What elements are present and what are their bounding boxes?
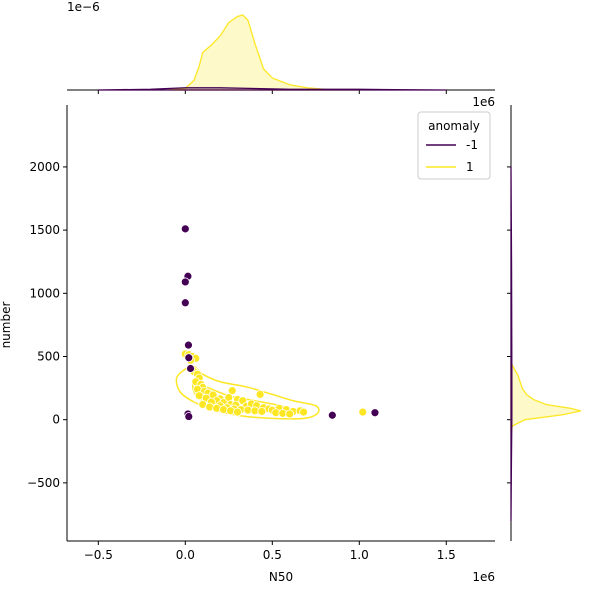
scatter-point — [180, 298, 190, 308]
top-kde--1 — [98, 87, 447, 91]
x-offset-label: 1e6 — [472, 570, 495, 584]
scatter-point — [233, 407, 242, 417]
x-tick-label: 1.0 — [350, 548, 369, 562]
legend-title: anomaly — [428, 119, 480, 133]
scatter-point — [184, 353, 194, 363]
scatter-point — [358, 407, 368, 417]
y-tick-label: 0 — [52, 413, 60, 427]
y-tick-label: 500 — [37, 349, 60, 363]
x-tick-label: 0.5 — [263, 548, 282, 562]
scatter-point — [184, 412, 194, 421]
right-marginal-kde — [507, 105, 582, 541]
y-tick-label: 2000 — [29, 160, 60, 174]
legend-label-1: 1 — [466, 160, 474, 174]
y-tick-label: 1000 — [29, 286, 60, 300]
scatter-point — [370, 408, 380, 418]
top-kde-1 — [167, 14, 360, 91]
x-tick-label: 1.5 — [437, 548, 456, 562]
series--1 — [180, 224, 380, 421]
scatter-point — [327, 410, 337, 420]
y-offset-label: 1e6 — [472, 95, 495, 109]
series-1 — [180, 349, 368, 419]
scatter-point — [180, 277, 190, 287]
scatter-point — [285, 409, 295, 419]
scatter-point — [227, 386, 237, 396]
right-kde--1 — [510, 166, 513, 521]
top-marginal-offset-label: 1e−6 — [67, 0, 100, 14]
scatter-point — [255, 390, 265, 399]
y-tick-label: 1500 — [29, 223, 60, 237]
scatter-axes: −0.5 0.0 0.5 1.0 1.5 −500 0 500 1000 1500 2000 — [27, 105, 495, 562]
x-tick-label: −0.5 — [84, 548, 113, 562]
scatter-point — [180, 224, 190, 234]
y-tick-label: −500 — [27, 476, 60, 490]
scatter-point — [257, 407, 267, 416]
legend-label-neg1: -1 — [466, 138, 478, 152]
right-kde-1 — [510, 360, 582, 433]
scatter-point — [186, 364, 195, 373]
legend: anomaly -1 1 — [417, 111, 491, 180]
x-axis-label: N50 — [269, 570, 293, 584]
scatter-point — [299, 407, 309, 417]
x-tick-label: 0.0 — [176, 548, 195, 562]
y-axis-label: number — [0, 302, 13, 349]
scatter-point — [184, 340, 193, 350]
top-marginal-kde — [67, 14, 495, 94]
